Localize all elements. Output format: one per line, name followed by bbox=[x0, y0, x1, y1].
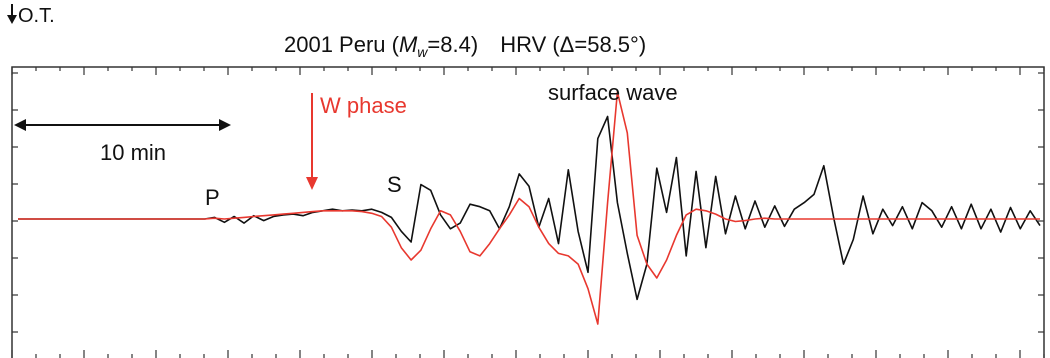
scale-bar-label: 10 min bbox=[100, 140, 166, 165]
title-magnitude-subscript: w bbox=[417, 44, 428, 60]
surface-wave-label: surface wave bbox=[548, 80, 678, 105]
axis-ticks bbox=[11, 67, 1045, 358]
w-phase-arrowhead-icon bbox=[306, 177, 318, 190]
plot-frame bbox=[11, 66, 1045, 358]
s-arrival-label: S bbox=[387, 172, 402, 197]
title-magnitude-value: =8.4) bbox=[427, 32, 478, 57]
origin-time-arrowhead-icon bbox=[7, 15, 17, 24]
w-phase-label: W phase bbox=[320, 93, 407, 118]
p-arrival-label: P bbox=[205, 185, 220, 210]
title-event: 2001 Peru ( bbox=[284, 32, 400, 57]
title-magnitude-symbol: M bbox=[399, 32, 418, 57]
origin-time-label: O.T. bbox=[18, 5, 55, 27]
scale-bar-right-arrowhead-icon bbox=[219, 119, 231, 131]
time-scale-bar: 10 min bbox=[14, 119, 231, 165]
w-phase-synthetic-trace bbox=[18, 91, 1040, 325]
w-phase-annotation: W phase bbox=[306, 93, 407, 190]
chart-title: 2001 Peru (Mw=8.4) HRV (Δ=58.5°) bbox=[284, 32, 646, 60]
title-station: HRV (Δ=58.5°) bbox=[500, 32, 646, 57]
scale-bar-left-arrowhead-icon bbox=[14, 119, 26, 131]
origin-time-marker: O.T. bbox=[7, 4, 55, 27]
